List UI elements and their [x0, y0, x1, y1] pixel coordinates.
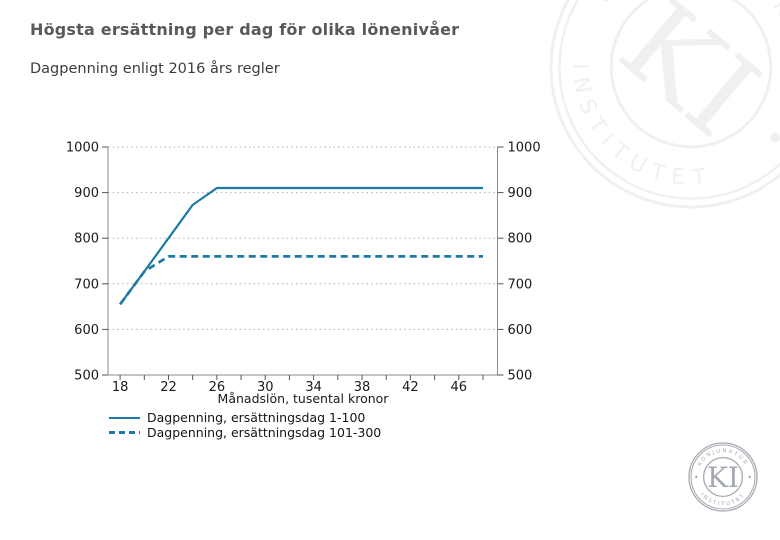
seal-outer-ring-inner [690, 444, 756, 510]
series-line-dashed [119, 255, 483, 306]
y-tick-label: 500 [74, 369, 99, 384]
x-axis-title: Månadslön, tusental kronor [217, 391, 389, 406]
x-tick-label: 22 [160, 380, 177, 395]
y-tick-label: 800 [74, 232, 99, 247]
x-tick-label: 18 [112, 380, 129, 395]
page-subtitle: Dagpenning enligt 2016 års regler [30, 61, 280, 77]
y-tick-label: 600 [74, 323, 99, 338]
seal-outer-ring [549, 0, 780, 209]
x-tick-label: 34 [305, 380, 322, 395]
legend-swatch-dashed-line [109, 431, 140, 434]
y-tick-label: 1000 [508, 141, 541, 156]
chart-legend: Dagpenning, ersättningsdag 1-100 Dagpenn… [109, 410, 381, 440]
y-tick-label: 600 [508, 323, 533, 338]
legend-item: Dagpenning, ersättningsdag 1-100 [109, 410, 381, 425]
seal-outer-ring-inner [558, 0, 780, 200]
seal-monogram: KI [707, 461, 739, 494]
legend-label: Dagpenning, ersättningsdag 101-300 [147, 425, 382, 440]
seal-dot-right [748, 475, 751, 479]
seal-inner-ring [702, 456, 744, 498]
y-tick-label: 1000 [66, 141, 99, 156]
legend-swatch-solid-line [109, 416, 140, 419]
series-line-solid [119, 186, 483, 305]
x-tick-label: 46 [451, 380, 468, 395]
y-tick-label: 800 [508, 232, 533, 247]
x-tick-label: 38 [354, 380, 371, 395]
x-tick-label: 30 [257, 380, 274, 395]
seal-inner-ring [609, 0, 773, 149]
page-title: Högsta ersättning per dag för olika löne… [30, 20, 460, 39]
legend-label: Dagpenning, ersättningsdag 1-100 [147, 410, 366, 425]
y-tick-label: 900 [74, 186, 99, 201]
x-tick-label: 26 [209, 380, 226, 395]
seal-outer-ring [688, 442, 758, 512]
x-tick-label: 42 [402, 380, 419, 395]
legend-item: Dagpenning, ersättningsdag 101-300 [109, 425, 381, 440]
seal-bottom-text: INSTITUTET [699, 492, 747, 508]
y-tick-label: 500 [508, 369, 533, 384]
seal-dot-right [770, 132, 780, 143]
seal-dot-left [695, 475, 698, 479]
y-tick-label: 700 [508, 277, 533, 292]
y-tick-label: 900 [508, 186, 533, 201]
y-tick-label: 700 [74, 277, 99, 292]
